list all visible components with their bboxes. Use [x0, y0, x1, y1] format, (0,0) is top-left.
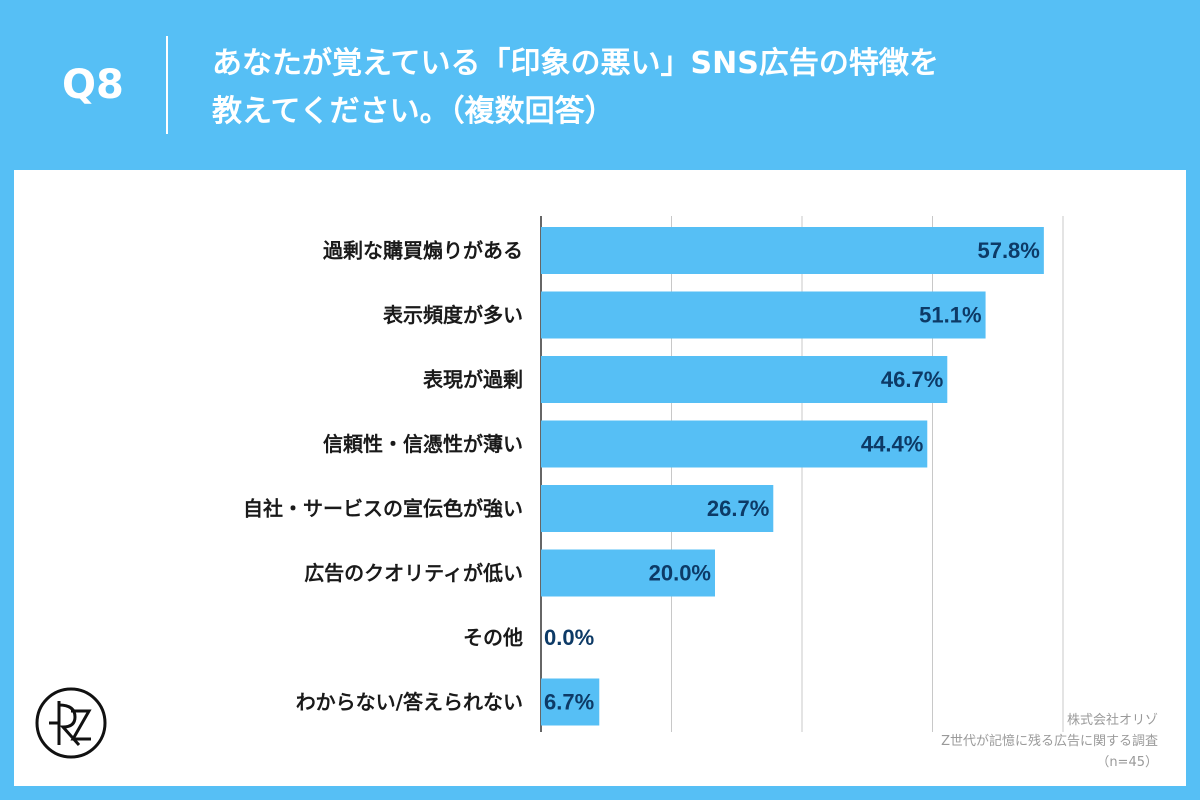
- bar: [541, 549, 715, 597]
- category-label: 表示頻度が多い: [383, 303, 523, 327]
- category-label: 過剰な購買煽りがある: [323, 239, 523, 263]
- title-line-2: 教えてください。（複数回答）: [212, 94, 615, 129]
- bar: [541, 291, 986, 339]
- category-label: その他: [463, 626, 523, 650]
- bar: [541, 356, 948, 403]
- value-label: 20.0%: [649, 561, 711, 586]
- orizo-logo: [35, 687, 107, 759]
- value-label: 0.0%: [544, 625, 594, 650]
- source-note: 株式会社オリゾ Z世代が記憶に残る広告に関する調査 （n=45）: [941, 710, 1158, 773]
- label-layer: 過剰な購買煽りがある 57.8% 表示頻度が多い 51.1% 表現が過剰 46.7% 信頼性…: [243, 238, 1040, 715]
- source-sample: （n=45）: [1096, 755, 1158, 770]
- value-label: 57.8%: [977, 238, 1039, 263]
- source-company: 株式会社オリゾ: [1066, 713, 1158, 728]
- value-label: 46.7%: [881, 367, 943, 392]
- question-title: あなたが覚えている「印象の悪い」SNS広告の特徴を 教えてください。（複数回答）: [212, 40, 1112, 136]
- value-label: 51.1%: [919, 303, 981, 328]
- question-number: Q8: [62, 62, 124, 108]
- bar: [541, 227, 1044, 274]
- bar: [541, 485, 774, 532]
- value-label: 44.4%: [861, 432, 923, 457]
- header-divider: [166, 36, 168, 134]
- value-label: 26.7%: [707, 496, 769, 521]
- bar-layer: [541, 227, 1044, 726]
- value-label: 6.7%: [544, 690, 594, 715]
- category-label: 信頼性・信憑性が薄い: [323, 432, 523, 456]
- bar: [541, 678, 600, 726]
- header: Q8 あなたが覚えている「印象の悪い」SNS広告の特徴を 教えてください。（複数…: [0, 0, 1200, 170]
- category-label: わからない/答えられない: [296, 690, 523, 714]
- title-line-1: あなたが覚えている「印象の悪い」SNS広告の特徴を: [212, 46, 939, 81]
- bar: [541, 420, 928, 468]
- category-label: 表現が過剰: [423, 368, 523, 392]
- category-label: 広告のクオリティが低い: [304, 561, 523, 585]
- source-survey: Z世代が記憶に残る広告に関する調査: [941, 734, 1158, 749]
- category-label: 自社・サービスの宣伝色が強い: [243, 497, 523, 521]
